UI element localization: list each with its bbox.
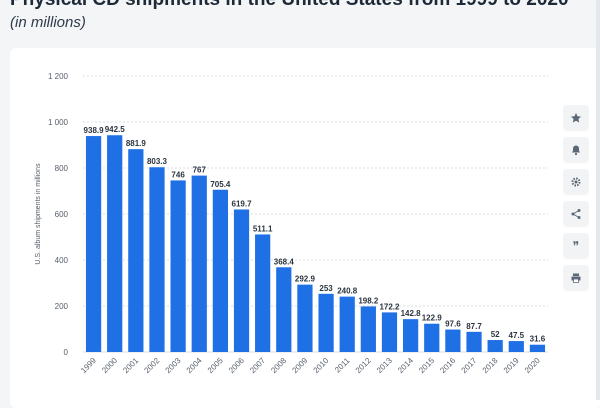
quote-icon: ❞ — [572, 239, 580, 253]
data-label: 746 — [171, 170, 185, 179]
data-label: 253 — [319, 284, 333, 293]
y-tick-label: 600 — [55, 210, 69, 219]
data-label: 52 — [491, 330, 500, 339]
x-tick-label: 2017 — [459, 356, 478, 375]
x-tick-label: 2007 — [248, 356, 267, 375]
x-tick-label: 2002 — [142, 356, 161, 375]
chart-toolbar: ❞ — [563, 105, 590, 297]
x-tick-label: 2011 — [333, 356, 352, 375]
bar — [107, 135, 123, 352]
bar-chart: 0 200 400 600 800 1 000 1 200 U.S. album shipme… — [35, 72, 548, 375]
favorite-button[interactable] — [563, 105, 589, 131]
x-tick-label: 2014 — [396, 356, 415, 375]
bar — [360, 306, 376, 352]
data-label: 767 — [193, 166, 207, 175]
bar — [85, 136, 102, 352]
settings-button[interactable] — [563, 169, 589, 195]
bar — [508, 341, 524, 352]
page-subtitle: (in millions) — [10, 14, 86, 31]
bar — [128, 149, 144, 352]
data-label: 292.9 — [295, 275, 316, 284]
print-icon — [571, 273, 581, 283]
data-label: 31.6 — [530, 335, 546, 344]
bar — [466, 331, 482, 352]
notification-button[interactable] — [563, 137, 589, 163]
data-label: 172.2 — [379, 302, 400, 311]
data-label: 368.4 — [274, 257, 295, 266]
bar — [403, 319, 419, 352]
x-tick-label: 2012 — [354, 356, 373, 375]
cite-button[interactable]: ❞ — [563, 233, 589, 259]
x-tick-label: 2020 — [523, 356, 542, 375]
y-tick-label: 0 — [64, 348, 69, 357]
x-tick-label: 2010 — [312, 356, 331, 375]
y-tick-label: 200 — [55, 302, 69, 311]
bar — [381, 312, 398, 352]
data-label: 198.2 — [358, 296, 379, 305]
share-icon — [571, 209, 581, 219]
x-tick-label: 2009 — [290, 356, 309, 375]
x-tick-label: 2019 — [502, 356, 521, 375]
y-tick-label: 800 — [55, 164, 69, 173]
bar — [233, 209, 250, 352]
data-label: 803.3 — [147, 157, 168, 166]
bar — [297, 284, 313, 352]
bar — [424, 323, 440, 352]
page-title: Physical CD shipments in the United Stat… — [10, 0, 600, 11]
y-tick-label: 400 — [55, 256, 69, 265]
data-label: 938.9 — [84, 126, 105, 135]
x-tick-label: 2015 — [417, 356, 436, 375]
x-tick-label: 2008 — [269, 356, 288, 375]
bar — [529, 344, 546, 352]
x-tick-label: 2006 — [227, 356, 246, 375]
x-tick-label: 2000 — [100, 356, 119, 375]
bar — [445, 329, 461, 352]
bar — [339, 296, 355, 352]
x-tick-label: 2003 — [164, 356, 183, 375]
data-label: 942.5 — [105, 125, 126, 134]
data-label: 511.1 — [253, 224, 273, 233]
x-tick-label: 2013 — [375, 356, 394, 375]
bar — [276, 267, 292, 352]
bar — [149, 167, 165, 352]
data-label: 97.6 — [445, 320, 461, 329]
data-label: 881.9 — [126, 139, 147, 148]
x-tick-label: 2016 — [438, 356, 457, 375]
y-axis-title: U.S. album shipments in millions — [35, 163, 42, 265]
bell-icon — [572, 145, 580, 156]
data-label: 47.5 — [509, 331, 525, 340]
bar — [212, 189, 228, 352]
star-icon — [571, 113, 581, 123]
share-button[interactable] — [563, 201, 589, 227]
x-tick-label: 2005 — [206, 356, 225, 375]
data-label: 240.8 — [337, 287, 358, 296]
data-label: 122.9 — [422, 314, 443, 323]
x-tick-label: 1999 — [79, 356, 98, 375]
gear-icon — [571, 177, 581, 187]
chart-card: 0 200 400 600 800 1 000 1 200 U.S. album shipme… — [10, 48, 600, 408]
bar — [318, 293, 334, 352]
bar — [170, 180, 186, 352]
data-label: 142.8 — [401, 309, 422, 318]
data-label: 705.4 — [210, 180, 231, 189]
data-label: 619.7 — [232, 199, 253, 208]
y-tick-label: 1 200 — [48, 72, 69, 81]
data-label: 87.7 — [466, 322, 482, 331]
y-tick-label: 1 000 — [48, 118, 69, 127]
bar — [487, 340, 503, 352]
print-button[interactable] — [563, 265, 589, 291]
x-tick-label: 2001 — [121, 356, 140, 375]
x-tick-label: 2004 — [185, 356, 204, 375]
bar — [255, 234, 271, 352]
scrollbar[interactable] — [596, 0, 600, 400]
bar — [191, 175, 207, 352]
x-tick-label: 2018 — [481, 356, 500, 375]
